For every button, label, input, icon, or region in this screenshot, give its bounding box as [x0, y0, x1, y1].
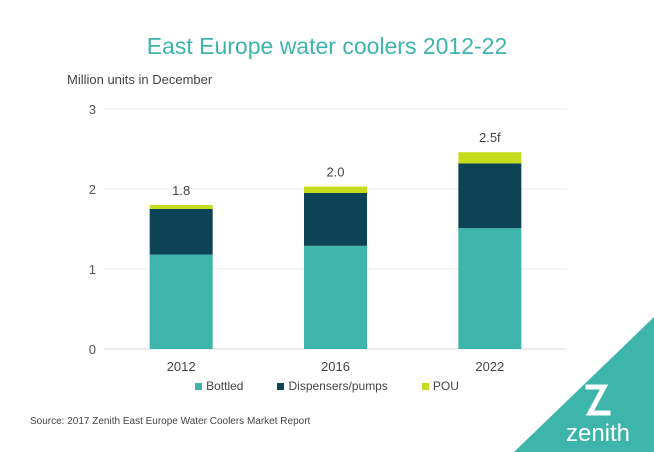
- y-axis-label: Million units in December: [67, 72, 213, 87]
- bar-pou-2022: [458, 152, 522, 164]
- legend-label: Bottled: [206, 379, 244, 393]
- bar-dispensers-pumps-2016: [304, 193, 367, 246]
- legend-item: POU: [421, 379, 459, 393]
- x-tick-label: 2012: [167, 359, 196, 374]
- zenith-z-icon: [585, 384, 611, 416]
- logo-triangle: [514, 317, 654, 452]
- legend: Bottled Dispensers/pumps POU: [0, 379, 654, 393]
- bar-bottled-2022: [458, 228, 522, 349]
- legend-item: Dispensers/pumps: [277, 379, 388, 393]
- total-label: 2.5f: [479, 130, 501, 145]
- bar-pou-2012: [149, 205, 213, 209]
- legend-label: Dispensers/pumps: [288, 379, 388, 393]
- bar-dispensers-pumps-2012: [149, 209, 213, 255]
- bar-pou-2016: [304, 186, 367, 193]
- y-tick-label: 2: [89, 182, 96, 197]
- y-tick-label: 0: [89, 342, 96, 357]
- y-tick-label: 3: [89, 102, 96, 117]
- y-tick-label: 1: [89, 262, 96, 277]
- legend-label: POU: [432, 379, 459, 393]
- source-note: Source: 2017 Zenith East Europe Water Co…: [30, 416, 311, 427]
- x-tick-label: 2022: [475, 359, 504, 374]
- bar-bottled-2016: [304, 245, 367, 349]
- legend-swatch: [195, 382, 203, 390]
- legend-swatch: [421, 382, 429, 390]
- chart-title: East Europe water coolers 2012-22: [146, 33, 508, 59]
- bar-bottled-2012: [149, 254, 213, 349]
- total-label: 2.0: [326, 165, 344, 180]
- x-tick-label: 2016: [321, 359, 350, 374]
- logo-text: zenith: [566, 420, 630, 447]
- bar-dispensers-pumps-2022: [458, 163, 522, 229]
- legend-swatch: [277, 382, 285, 390]
- legend-item: Bottled: [195, 379, 243, 393]
- zenith-logo: zenith: [514, 317, 654, 452]
- total-label: 1.8: [172, 183, 190, 198]
